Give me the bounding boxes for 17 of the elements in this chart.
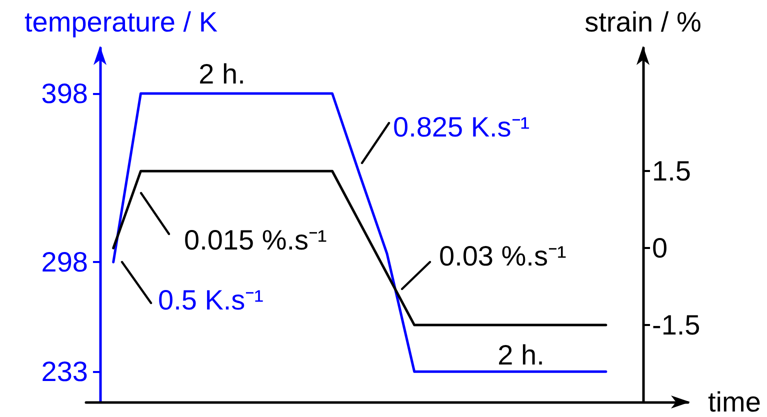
annotation: 0.03 %.s⁻¹: [439, 240, 566, 272]
y2-tick-label: 1.5: [652, 156, 691, 187]
annotation: 0.015 %.s⁻¹: [184, 224, 327, 256]
annotation: 0.825 K.s⁻¹: [393, 112, 530, 142]
annotation: 0.5 K.s⁻¹: [158, 284, 264, 316]
y-tick-label: 398: [41, 78, 88, 110]
y-axis-title: temperature / K: [24, 6, 218, 38]
y2-axis-title: strain / %: [584, 6, 702, 38]
x-axis-title: time: [708, 386, 761, 417]
y-tick-label: 298: [41, 246, 88, 278]
annotation: 2 h.: [198, 58, 246, 90]
annotation: 2 h.: [498, 340, 544, 370]
y2-tick-label: 0: [652, 232, 668, 264]
y2-tick-label: -1.5: [652, 310, 700, 341]
y-tick-label: 233: [41, 356, 88, 388]
line-series: [112, 170, 608, 326]
line-series: [112, 92, 608, 373]
